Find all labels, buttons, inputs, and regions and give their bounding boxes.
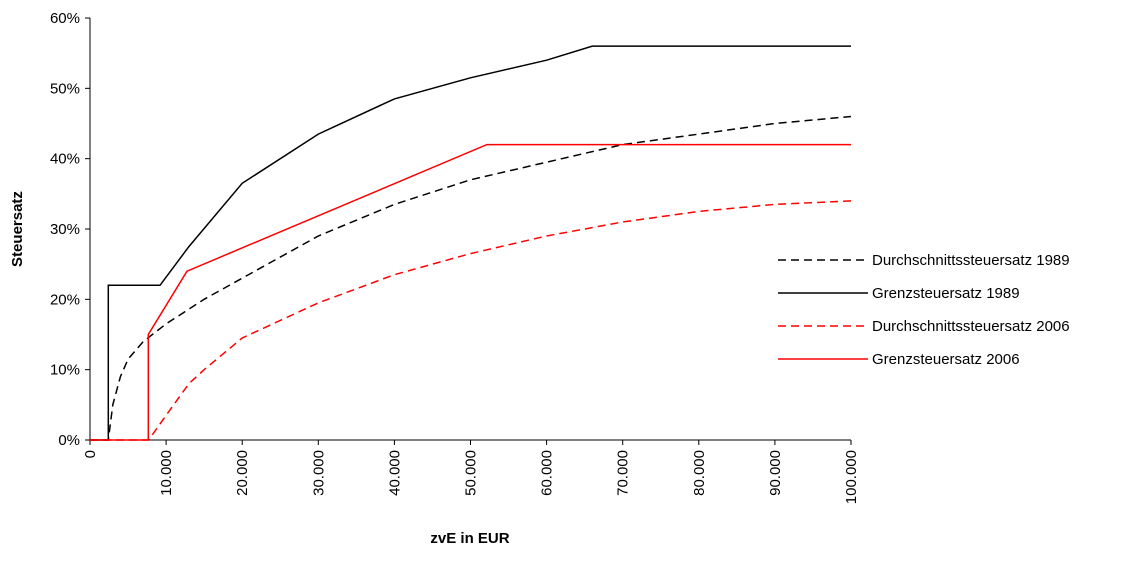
y-tick-label: 40% xyxy=(50,151,80,168)
series-line xyxy=(90,143,851,441)
y-tick-label: 50% xyxy=(50,80,80,97)
y-tick-label: 20% xyxy=(50,291,80,308)
x-tick-label: 20.000 xyxy=(234,450,251,496)
y-axis-label: Steuersatz xyxy=(9,191,26,267)
legend-label: Durchschnittssteuersatz 2006 xyxy=(872,318,1070,335)
x-tick-label: 30.000 xyxy=(310,450,327,496)
x-tick-label: 100.000 xyxy=(843,450,860,504)
x-tick-label: 70.000 xyxy=(615,450,632,496)
legend-label: Grenzsteuersatz 2006 xyxy=(872,351,1020,368)
x-tick-label: 10.000 xyxy=(158,450,175,496)
x-tick-label: 50.000 xyxy=(463,450,480,496)
y-tick-label: 30% xyxy=(50,221,80,238)
x-tick-label: 40.000 xyxy=(386,450,403,496)
series-line xyxy=(90,200,852,441)
x-tick-label: 60.000 xyxy=(539,450,556,496)
x-axis-label: zvE in EUR xyxy=(430,530,509,547)
series-line xyxy=(90,45,851,441)
y-tick-label: 0% xyxy=(58,432,80,449)
y-tick-label: 60% xyxy=(50,10,80,27)
legend-label: Durchschnittssteuersatz 1989 xyxy=(872,252,1070,269)
x-tick-label: 80.000 xyxy=(691,450,708,496)
x-tick-label: 0 xyxy=(82,450,99,458)
y-tick-label: 10% xyxy=(50,362,80,379)
legend-label: Grenzsteuersatz 1989 xyxy=(872,285,1020,302)
series-line xyxy=(90,115,852,441)
x-tick-label: 90.000 xyxy=(767,450,784,496)
